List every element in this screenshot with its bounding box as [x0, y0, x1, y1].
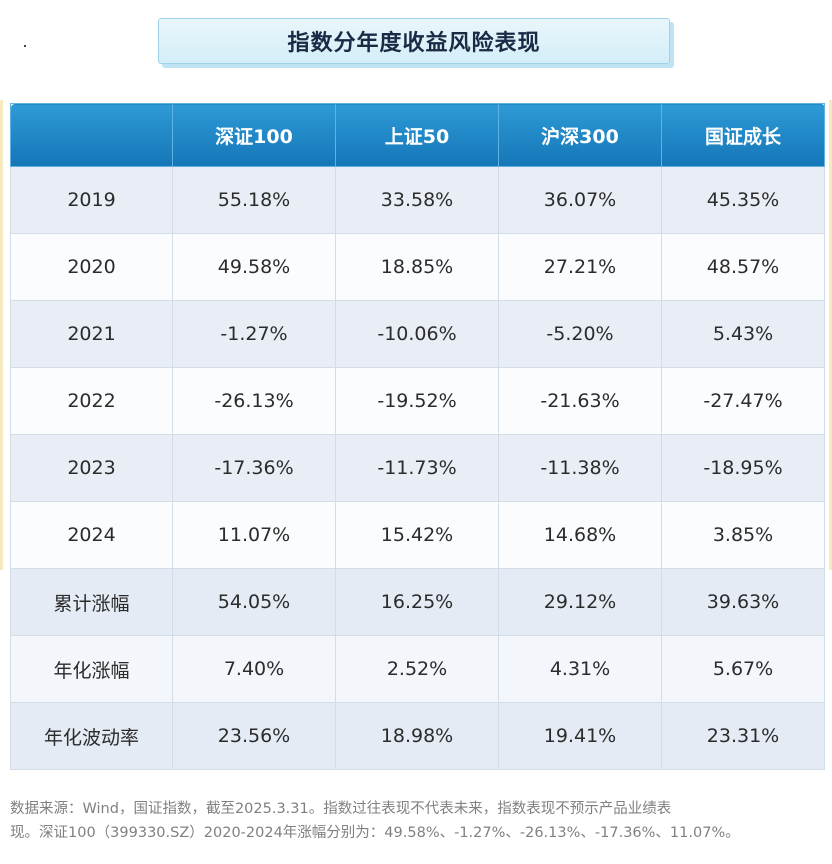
column-header: 沪深300: [498, 103, 662, 167]
table-cell: 16.25%: [335, 568, 499, 636]
table-cell: 48.57%: [661, 233, 825, 301]
table-cell: -21.63%: [498, 367, 662, 435]
table-row: 年化涨幅 7.40% 2.52% 4.31% 5.67%: [10, 635, 825, 703]
table-cell: -1.27%: [172, 300, 336, 368]
row-label: 2023: [10, 434, 173, 502]
table-cell: 39.63%: [661, 568, 825, 636]
title-banner: 指数分年度收益风险表现: [158, 18, 670, 64]
table-cell: 23.31%: [661, 702, 825, 770]
row-label: 累计涨幅: [10, 568, 173, 636]
table-cell: -27.47%: [661, 367, 825, 435]
table-row: 累计涨幅 54.05% 16.25% 29.12% 39.63%: [10, 568, 825, 636]
footnote: 数据来源：Wind，国证指数，截至2025.3.31。指数过往表现不代表未来，指…: [10, 797, 826, 845]
left-edge-stripe: [0, 100, 3, 570]
row-label: 2019: [10, 166, 173, 234]
footnote-line-1: 数据来源：Wind，国证指数，截至2025.3.31。指数过往表现不代表未来，指…: [10, 801, 672, 817]
table-cell: 18.85%: [335, 233, 499, 301]
table-cell: 54.05%: [172, 568, 336, 636]
table-cell: 14.68%: [498, 501, 662, 569]
table-cell: 7.40%: [172, 635, 336, 703]
table-header-row: 深证100 上证50 沪深300 国证成长: [10, 103, 825, 167]
right-edge-stripe: [829, 100, 832, 570]
row-label: 2024: [10, 501, 173, 569]
table-cell: 15.42%: [335, 501, 499, 569]
table-row: 年化波动率 23.56% 18.98% 19.41% 23.31%: [10, 702, 825, 770]
table-row: 2020 49.58% 18.85% 27.21% 48.57%: [10, 233, 825, 301]
table-cell: 19.41%: [498, 702, 662, 770]
table-cell: -11.73%: [335, 434, 499, 502]
table-cell: -26.13%: [172, 367, 336, 435]
table-cell: 2.52%: [335, 635, 499, 703]
table-row: 2024 11.07% 15.42% 14.68% 3.85%: [10, 501, 825, 569]
table-cell: 4.31%: [498, 635, 662, 703]
column-header: 上证50: [335, 103, 499, 167]
table-row: 2023 -17.36% -11.73% -11.38% -18.95%: [10, 434, 825, 502]
column-header: 国证成长: [661, 103, 825, 167]
performance-table: 深证100 上证50 沪深300 国证成长 2019 55.18% 33.58%…: [10, 103, 825, 770]
table-row: 2019 55.18% 33.58% 36.07% 45.35%: [10, 166, 825, 234]
table-cell: -19.52%: [335, 367, 499, 435]
header-corner-cell: [10, 103, 173, 167]
table-cell: -18.95%: [661, 434, 825, 502]
decorative-dot: [24, 45, 26, 47]
table-cell: 49.58%: [172, 233, 336, 301]
table-cell: 29.12%: [498, 568, 662, 636]
table-cell: -10.06%: [335, 300, 499, 368]
table-cell: -17.36%: [172, 434, 336, 502]
table-cell: 23.56%: [172, 702, 336, 770]
row-label: 2020: [10, 233, 173, 301]
table-cell: -5.20%: [498, 300, 662, 368]
table-cell: 36.07%: [498, 166, 662, 234]
table-cell: 45.35%: [661, 166, 825, 234]
table-cell: 11.07%: [172, 501, 336, 569]
column-header: 深证100: [172, 103, 336, 167]
row-label: 2022: [10, 367, 173, 435]
table-cell: 33.58%: [335, 166, 499, 234]
table-row: 2022 -26.13% -19.52% -21.63% -27.47%: [10, 367, 825, 435]
table-cell: 5.43%: [661, 300, 825, 368]
table-row: 2021 -1.27% -10.06% -5.20% 5.43%: [10, 300, 825, 368]
footnote-line-2: 现。深证100（399330.SZ）2020-2024年涨幅分别为：49.58%…: [10, 825, 740, 841]
table-cell: 5.67%: [661, 635, 825, 703]
table-cell: 18.98%: [335, 702, 499, 770]
table-cell: 55.18%: [172, 166, 336, 234]
row-label: 年化涨幅: [10, 635, 173, 703]
table-cell: -11.38%: [498, 434, 662, 502]
row-label: 2021: [10, 300, 173, 368]
table-cell: 3.85%: [661, 501, 825, 569]
page-title: 指数分年度收益风险表现: [287, 31, 541, 56]
row-label: 年化波动率: [10, 702, 173, 770]
table-cell: 27.21%: [498, 233, 662, 301]
